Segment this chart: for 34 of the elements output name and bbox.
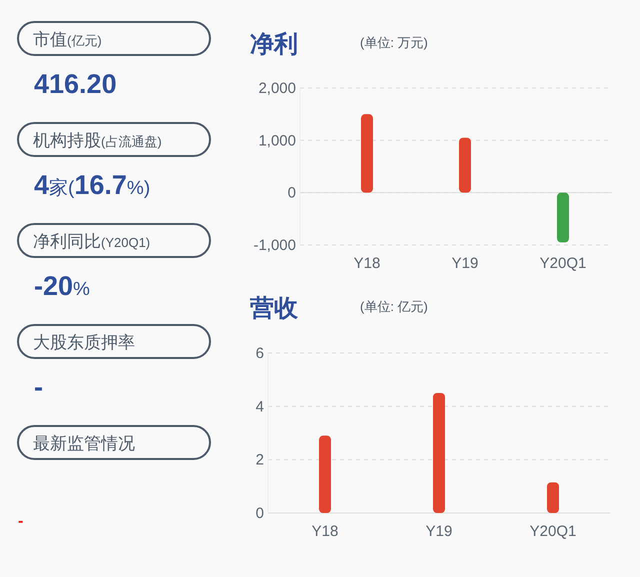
- text: 4家(16.7%): [34, 170, 150, 200]
- chart-subtitle: (单位: 亿元): [360, 299, 428, 314]
- y-tick-label: 6: [256, 345, 264, 362]
- chart-title: 营收: [249, 295, 299, 322]
- x-tick-label: Y18: [312, 523, 338, 540]
- bar: [547, 482, 559, 513]
- text: 市值(亿元): [33, 30, 102, 49]
- text: 416.20: [34, 69, 117, 99]
- y-tick-label: 4: [256, 398, 264, 416]
- text: 大股东质押率: [33, 333, 135, 352]
- text: -: [18, 513, 24, 530]
- y-tick-label: 0: [288, 184, 296, 202]
- x-tick-label: Y20Q1: [530, 523, 576, 540]
- x-tick-label: Y20Q1: [540, 255, 586, 272]
- bar: [433, 393, 445, 513]
- text: 机构持股(占流通盘): [33, 131, 162, 150]
- bar: [557, 192, 569, 242]
- bar: [361, 114, 373, 193]
- y-tick-label: 2: [256, 452, 264, 469]
- text: -: [34, 372, 43, 402]
- x-tick-label: Y18: [354, 255, 380, 272]
- chart-subtitle: (单位: 万元): [360, 35, 428, 50]
- text: 净利同比(Y20Q1): [33, 232, 150, 251]
- text: -20%: [34, 271, 90, 301]
- x-tick-label: Y19: [426, 523, 452, 540]
- x-tick-label: Y19: [452, 255, 478, 272]
- bar: [459, 138, 471, 193]
- text: 最新监管情况: [33, 434, 135, 453]
- y-tick-label: 2,000: [258, 80, 296, 97]
- y-tick-label: 1,000: [258, 132, 296, 150]
- chart-title: 净利: [250, 31, 298, 58]
- y-tick-label: -1,000: [253, 237, 296, 254]
- bar: [319, 436, 331, 513]
- y-tick-label: 0: [256, 505, 264, 522]
